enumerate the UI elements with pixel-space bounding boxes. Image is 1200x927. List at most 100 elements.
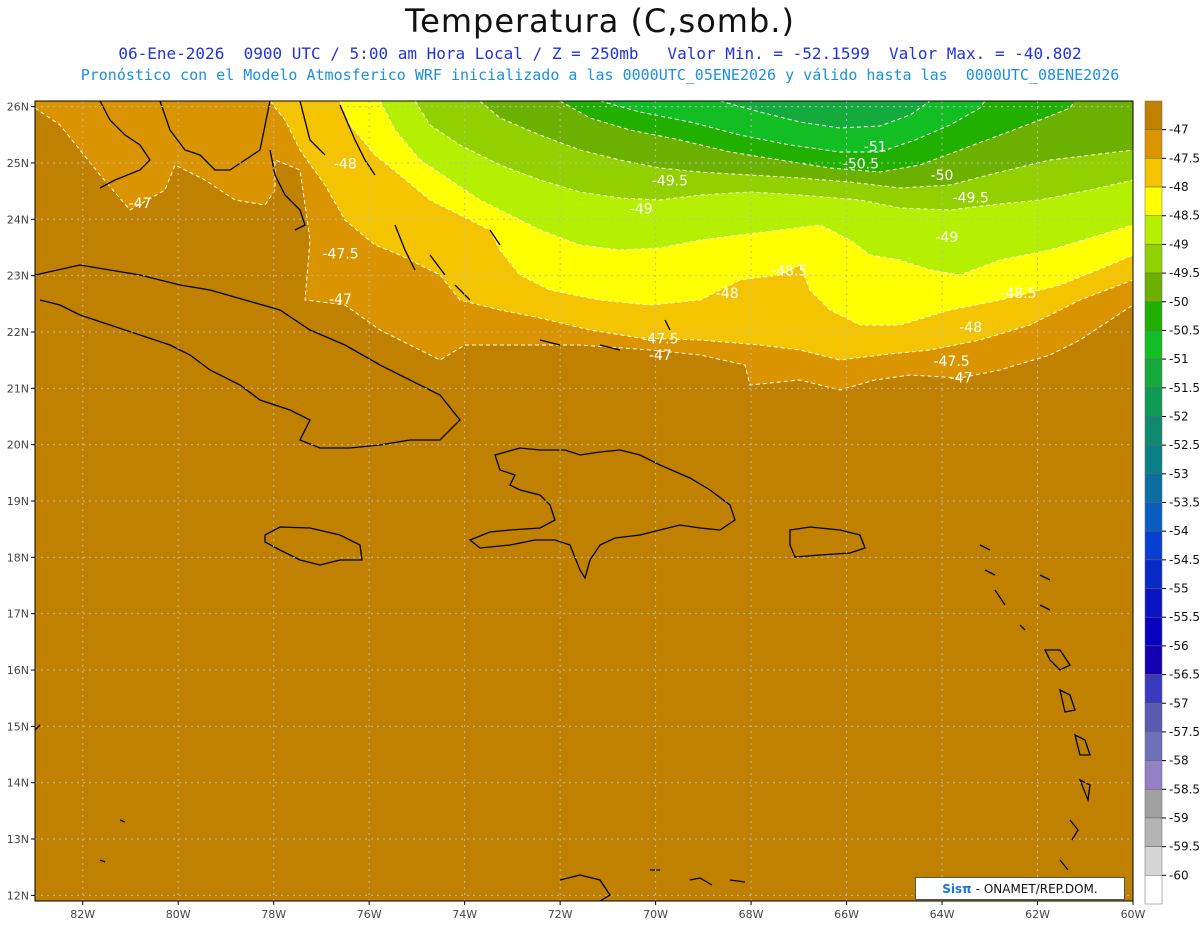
lon-tick-label: 80W xyxy=(166,908,191,921)
contour-label: -48 xyxy=(716,286,739,302)
colorbar-swatch xyxy=(1144,358,1163,389)
colorbar-swatch xyxy=(1144,473,1163,503)
contour-label: -47 xyxy=(329,292,352,308)
colorbar-swatch xyxy=(1144,645,1163,675)
colorbar-label: -51.5 xyxy=(1169,381,1200,395)
contour-label: -48 xyxy=(334,157,357,173)
colorbar-swatch xyxy=(1144,272,1163,303)
contour-label: -47 xyxy=(649,348,672,364)
jamaica-coast xyxy=(264,526,363,566)
lon-tick-label: 82W xyxy=(70,908,95,921)
contour-label: -50 xyxy=(931,168,954,184)
colorbar-label: -50.5 xyxy=(1169,323,1200,337)
colorbar-swatch xyxy=(1144,616,1163,647)
contour-label: -49.5 xyxy=(652,174,688,190)
colorbar-swatch xyxy=(1144,129,1163,159)
colorbar-swatch xyxy=(1144,186,1163,216)
contour-labels: -47-48-47.5-47-49.5-49-48.5-48-47.5-47-5… xyxy=(129,140,1037,387)
contour-label: -51 xyxy=(864,140,887,156)
colorbar-swatch xyxy=(1144,875,1163,905)
contour-line xyxy=(35,107,1133,391)
lat-tick-label: 16N xyxy=(7,664,29,677)
cuba-coast xyxy=(35,264,461,449)
lon-tick-label: 78W xyxy=(261,908,286,921)
colorbar-label: -60 xyxy=(1169,868,1189,882)
contour-label: -47.5 xyxy=(642,331,678,347)
contour-label: -47.5 xyxy=(933,354,969,370)
colorbar-label: -56.5 xyxy=(1169,668,1200,682)
contour-label: -50.5 xyxy=(843,157,879,173)
lat-tick-label: 18N xyxy=(7,551,29,564)
colorbar: -47 -47.5 -48 -48.5 -49 -49.5 -50 -50.5 -51 -51.5… xyxy=(1144,100,1200,905)
contour-label: -47.5 xyxy=(322,247,358,263)
lat-tick-label: 13N xyxy=(7,833,29,846)
colorbar-swatch xyxy=(1144,301,1163,331)
contour-line xyxy=(559,101,1076,173)
colorbar-swatch xyxy=(1144,559,1163,589)
contour-label: -48.5 xyxy=(771,264,807,280)
colorbar-label: -48.5 xyxy=(1169,209,1200,223)
colorbar-label: -53 xyxy=(1169,467,1189,481)
colorbar-label: -56 xyxy=(1169,639,1189,653)
colorbar-swatch xyxy=(1144,817,1163,847)
colorbar-swatch xyxy=(1144,502,1163,532)
colorbar-label: -52 xyxy=(1169,409,1189,423)
colorbar-label: -50 xyxy=(1169,295,1189,309)
colorbar-label: -52.5 xyxy=(1169,438,1200,452)
colorbar-swatch xyxy=(1144,703,1163,733)
colorbar-swatch xyxy=(1144,588,1163,618)
lon-tick-label: 64W xyxy=(930,908,955,921)
contour-label: -49 xyxy=(935,230,958,246)
colorbar-swatch xyxy=(1144,846,1163,876)
colorbar-swatch xyxy=(1144,731,1163,761)
colorbar-swatch xyxy=(1144,530,1163,561)
lesser-antilles-coast xyxy=(979,544,1091,891)
colorbar-label: -57.5 xyxy=(1169,725,1200,739)
colorbar-swatch xyxy=(1144,100,1163,130)
contour-label: -47 xyxy=(950,371,973,387)
lat-tick-label: 21N xyxy=(7,382,29,395)
colorbar-swatch xyxy=(1144,760,1163,790)
lat-tick-label: 14N xyxy=(7,777,29,790)
contour-line xyxy=(479,101,1133,189)
colorbar-swatch xyxy=(1144,387,1163,417)
colorbar-swatch xyxy=(1144,215,1163,245)
colorbar-label: -59 xyxy=(1169,811,1189,825)
lat-tick-label: 24N xyxy=(7,213,29,226)
colorbar-swatch xyxy=(1144,444,1163,475)
lon-tick-label: 76W xyxy=(357,908,382,921)
lat-tick-label: 25N xyxy=(7,157,29,170)
contour-line xyxy=(269,101,1133,361)
lon-tick-label: 72W xyxy=(548,908,573,921)
colorbar-label: -47.5 xyxy=(1169,151,1200,165)
shaded-temperature-field: -47-48-47.5-47-49.5-49-48.5-48-47.5-47-5… xyxy=(35,101,1133,901)
lat-tick-label: 15N xyxy=(7,720,29,733)
bahamas-coast xyxy=(299,101,671,351)
lat-tick-label: 12N xyxy=(7,889,29,902)
puerto-rico-coast xyxy=(789,526,866,558)
lon-tick-label: 60W xyxy=(1121,908,1146,921)
lon-tick-label: 62W xyxy=(1025,908,1050,921)
contour-line xyxy=(339,101,1133,326)
credit-box: Sisπ - ONAMET/REP.DOM. xyxy=(915,877,1125,900)
sispi-logo: Sisπ xyxy=(942,881,972,896)
south-america-coast xyxy=(35,724,746,901)
coastlines xyxy=(35,101,1091,901)
lat-lon-grid xyxy=(35,101,1133,901)
contour-line xyxy=(414,101,1133,211)
axis-labels: 26N 25N 24N 23N 22N 21N 20N 19N 18N 17N 16N 15N 14N 1… xyxy=(7,101,1146,921)
contour-label: -48 xyxy=(959,320,982,336)
colorbar-swatch xyxy=(1144,674,1163,704)
colorbar-swatch xyxy=(1144,789,1163,819)
colorbar-label: -51 xyxy=(1169,352,1189,366)
florida-keys-coast xyxy=(269,149,306,231)
lat-tick-label: 19N xyxy=(7,495,29,508)
colorbar-label: -49.5 xyxy=(1169,266,1200,280)
colorbar-swatch xyxy=(1144,158,1163,188)
lat-tick-label: 26N xyxy=(7,101,29,114)
colorbar-label: -58.5 xyxy=(1169,782,1200,796)
colorbar-label: -49 xyxy=(1169,237,1189,251)
hispaniola-coast xyxy=(468,447,736,580)
lat-tick-label: 20N xyxy=(7,439,29,452)
